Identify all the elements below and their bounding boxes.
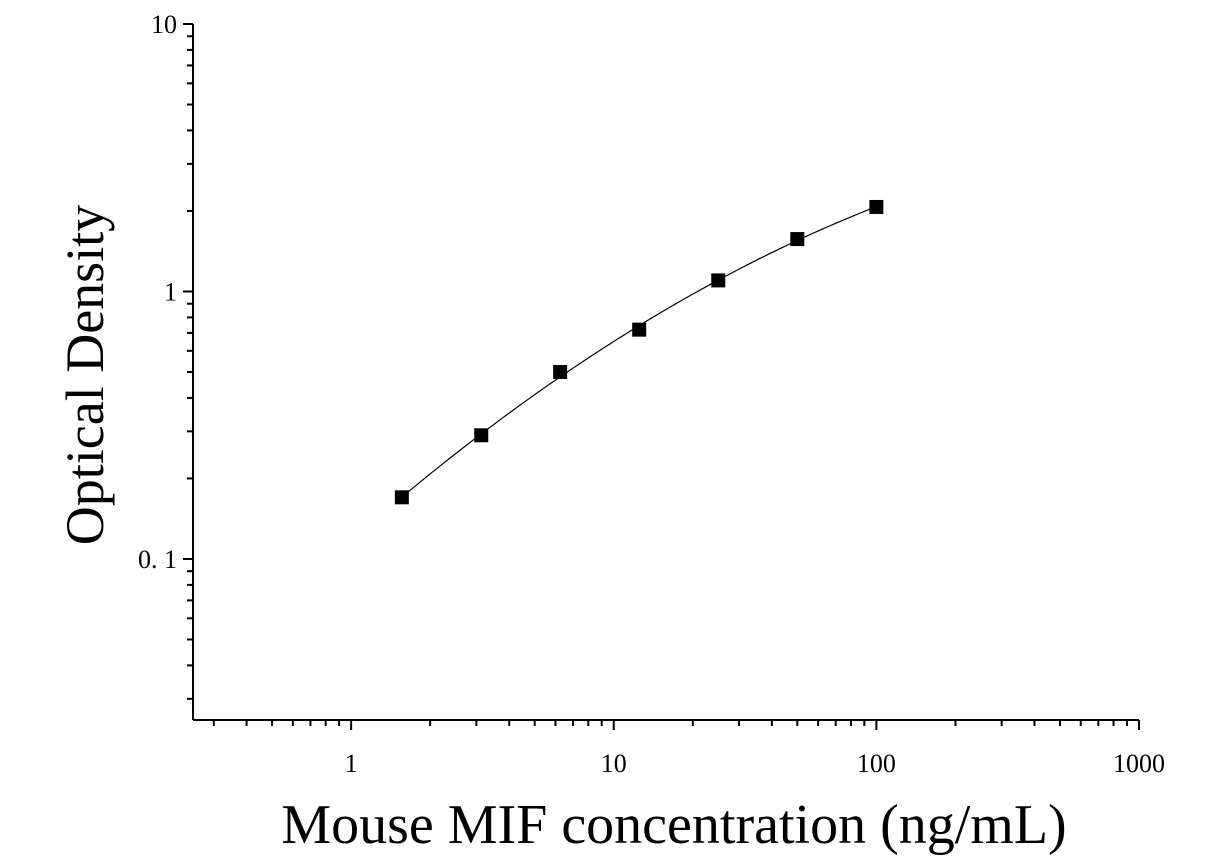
x-axis-ticks: 1 10 100 1000 (212, 720, 1165, 778)
fit-curve (401, 206, 877, 498)
x-tick-label: 10 (601, 749, 627, 778)
data-point (553, 365, 568, 379)
y-axis-ticks: 0. 1 1 10 (138, 10, 193, 700)
data-point (790, 232, 805, 247)
y-tick-label: 0. 1 (138, 545, 177, 574)
axes (192, 24, 1139, 721)
x-tick-label: 1000 (1113, 749, 1165, 778)
data-points (394, 199, 884, 505)
fit-curve-group (401, 206, 877, 498)
y-axis-title: Optical Density (55, 205, 115, 545)
data-point (869, 199, 884, 214)
data-point (474, 428, 489, 443)
x-tick-label: 100 (857, 749, 896, 778)
data-point (632, 322, 647, 337)
data-point (711, 273, 726, 288)
y-tick-label: 1 (164, 277, 177, 306)
y-tick-label: 10 (151, 10, 177, 39)
x-axis-title: Mouse MIF concentration (ng/mL) (281, 794, 1066, 856)
data-point (394, 490, 409, 505)
x-tick-label: 1 (345, 749, 358, 778)
